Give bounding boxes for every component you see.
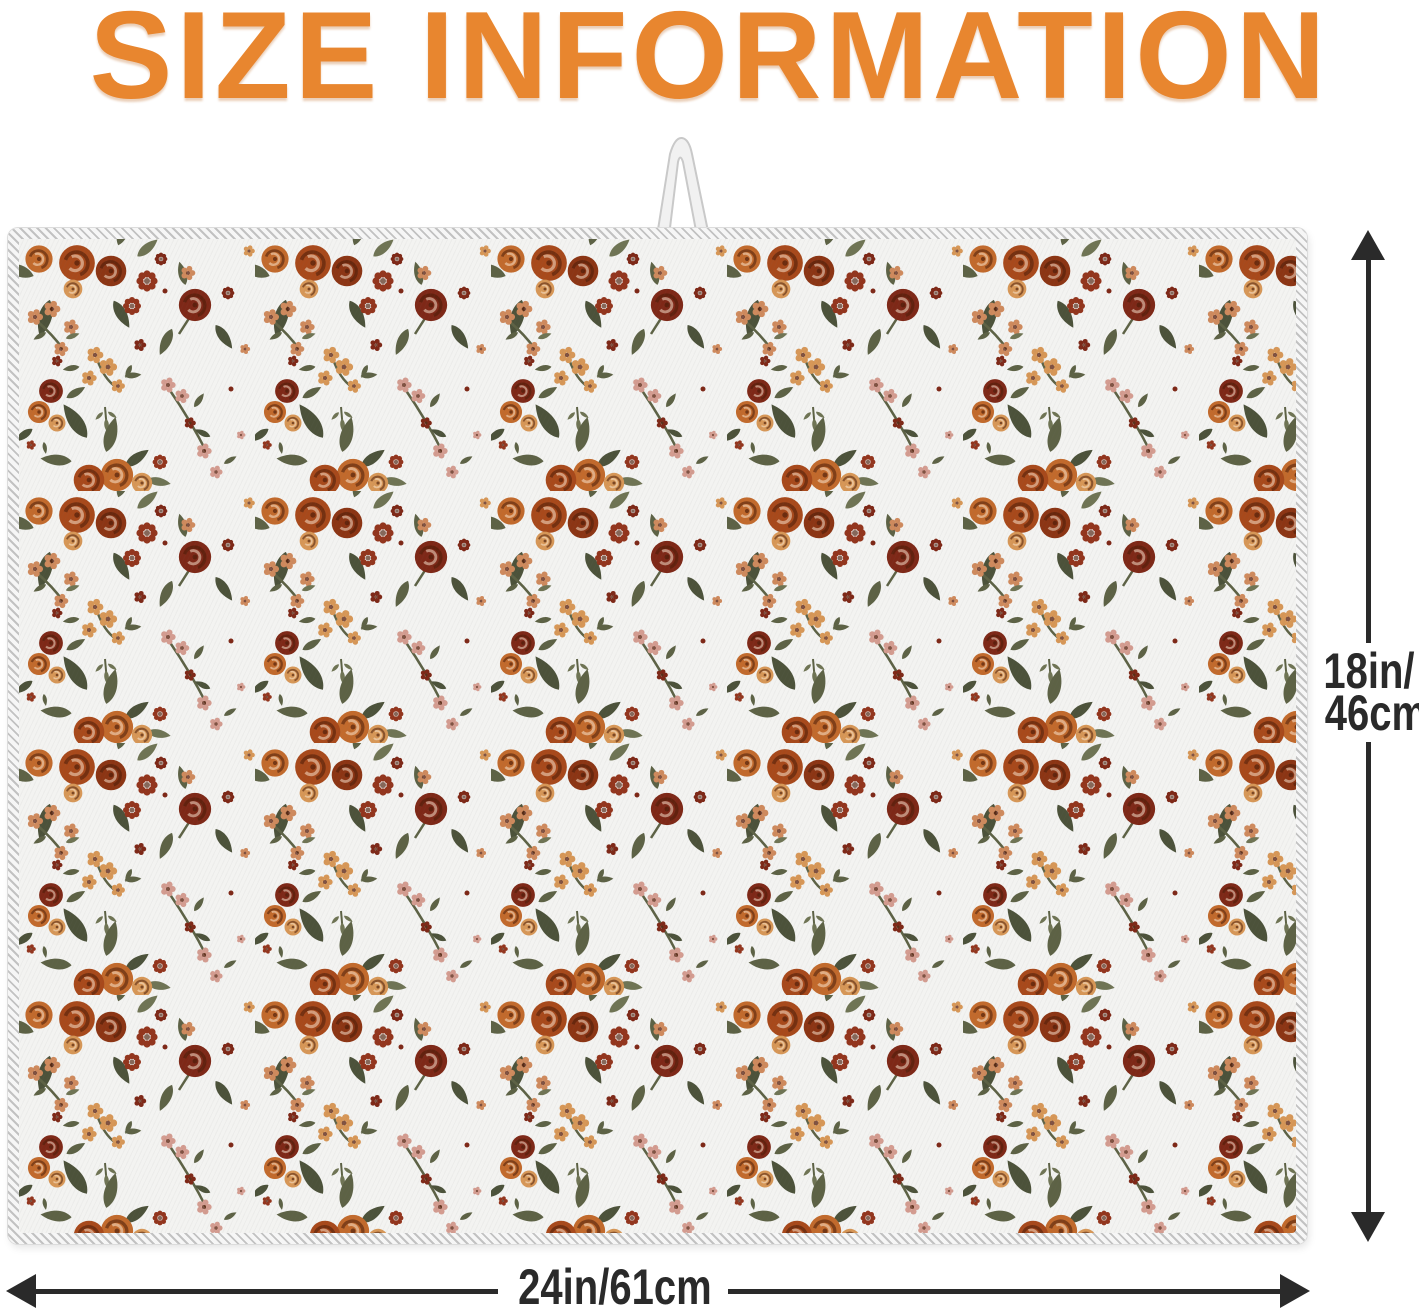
height-arrow-line-top (1366, 256, 1371, 643)
arrowhead-right-icon (1280, 1274, 1310, 1308)
dish-mat (8, 228, 1307, 1244)
height-arrow-line-bottom (1366, 742, 1371, 1214)
height-label-cm: 46cm (1324, 685, 1419, 741)
arrowhead-left-icon (6, 1274, 36, 1308)
floral-pattern (19, 239, 1296, 1233)
hanging-loop-strap (656, 136, 710, 236)
height-dimension-label: 18in/ 46cm (1312, 643, 1419, 741)
height-label-inches: 18in/ (1323, 643, 1415, 699)
arrowhead-down-icon (1351, 1212, 1385, 1242)
width-dimension-label: 24in/61cm (494, 1259, 732, 1314)
width-arrow-line-left (36, 1289, 498, 1294)
dish-mat-fabric (19, 239, 1296, 1233)
floral-pattern-fill (19, 239, 1296, 1233)
arrowhead-up-icon (1351, 230, 1385, 260)
hanging-loop (656, 136, 710, 236)
width-label-text: 24in/61cm (518, 1259, 712, 1314)
page-title: SIZE INFORMATION (89, 0, 1330, 125)
width-arrow-line-right (728, 1289, 1280, 1294)
